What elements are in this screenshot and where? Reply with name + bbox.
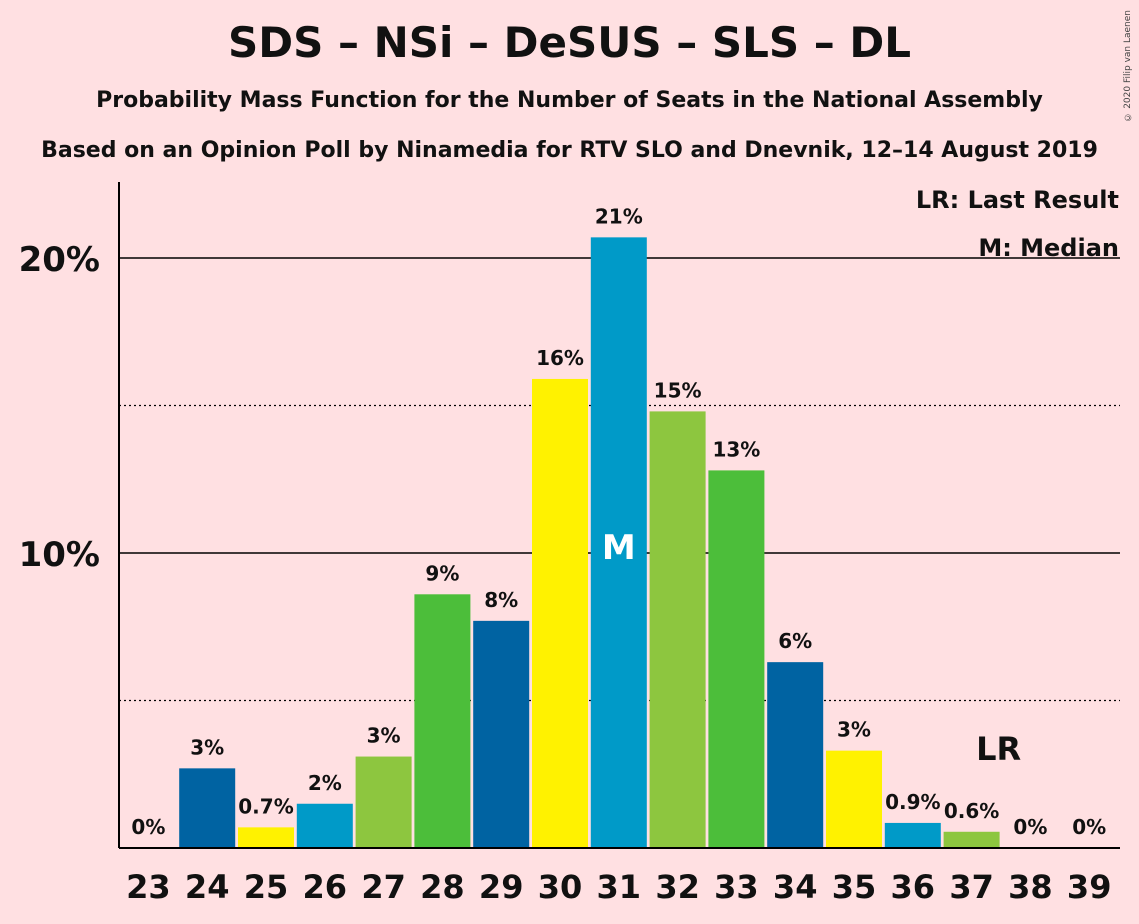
bar: [826, 750, 882, 848]
bar: [708, 470, 765, 848]
bar: [590, 237, 647, 849]
bar: [767, 662, 824, 848]
data-label: 8%: [484, 588, 518, 612]
x-tick-label: 35: [832, 868, 877, 906]
x-tick-label: 27: [361, 868, 406, 906]
x-tick-label: 37: [949, 868, 994, 906]
median-marker: M: [602, 528, 636, 568]
x-tick-label: 23: [126, 868, 171, 906]
bar: [414, 594, 471, 848]
data-label: 0.7%: [238, 794, 293, 818]
data-label: 9%: [425, 561, 459, 585]
data-label: 0%: [1013, 815, 1047, 839]
legend-median: M: Median: [978, 234, 1119, 262]
bar: [179, 768, 236, 848]
chart-title: SDS – NSi – DeSUS – SLS – DL: [228, 18, 911, 67]
x-tick-label: 25: [244, 868, 289, 906]
x-tick-label: 31: [597, 868, 642, 906]
data-label: 13%: [712, 437, 760, 461]
bar: [238, 827, 294, 848]
bar: [649, 411, 706, 848]
bar: [473, 620, 530, 848]
bar: [884, 822, 941, 848]
x-tick-label: 28: [420, 868, 465, 906]
data-label: 2%: [308, 771, 342, 795]
x-tick-label: 33: [714, 868, 759, 906]
x-tick-label: 34: [773, 868, 818, 906]
data-label: 3%: [367, 724, 401, 748]
x-tick-label: 39: [1067, 868, 1112, 906]
data-label: 21%: [595, 204, 643, 228]
data-label: 0.9%: [885, 790, 940, 814]
y-tick-label: 10%: [19, 535, 100, 575]
legend-last-result: LR: Last Result: [915, 186, 1119, 214]
data-label: 3%: [190, 735, 224, 759]
x-tick-label: 36: [891, 868, 936, 906]
bar: [355, 756, 412, 848]
x-tick-label: 29: [479, 868, 524, 906]
data-label: 0%: [131, 815, 165, 839]
bar: [943, 831, 1000, 848]
chart-source: Based on an Opinion Poll by Ninamedia fo…: [41, 138, 1098, 163]
x-tick-label: 24: [185, 868, 230, 906]
x-tick-label: 38: [1008, 868, 1053, 906]
bar: [532, 378, 588, 848]
chart-subtitle: Probability Mass Function for the Number…: [96, 88, 1043, 113]
data-label: 0.6%: [944, 799, 999, 823]
y-tick-label: 20%: [19, 240, 100, 280]
x-tick-label: 32: [655, 868, 700, 906]
last-result-marker: LR: [976, 730, 1021, 768]
data-label: 3%: [837, 718, 871, 742]
x-tick-label: 26: [303, 868, 348, 906]
bar: [296, 803, 353, 848]
data-label: 6%: [778, 629, 812, 653]
x-tick-label: 30: [538, 868, 583, 906]
data-label: 0%: [1072, 815, 1106, 839]
data-label: 15%: [654, 378, 702, 402]
data-label: 16%: [536, 346, 584, 370]
